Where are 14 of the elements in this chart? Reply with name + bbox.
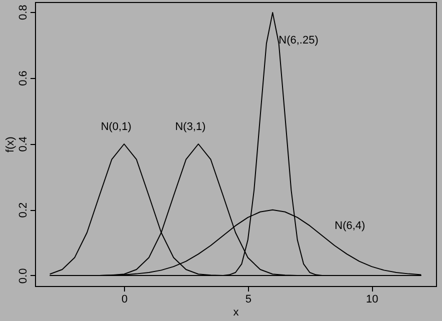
x-tick-label: 0: [122, 294, 128, 306]
y-tick-label: 0.6: [18, 70, 30, 86]
y-axis-title: f(x): [4, 136, 16, 152]
x-tick-label: 5: [245, 294, 252, 306]
x-tick-label: 10: [366, 294, 378, 306]
y-tick-label: 0.0: [18, 268, 30, 284]
x-axis-title: x: [233, 306, 240, 318]
y-tick-label: 0.8: [18, 4, 30, 20]
series-label: N(6,4): [334, 220, 366, 232]
series-label: N(3,1): [175, 121, 206, 133]
y-tick-label: 0.4: [18, 136, 30, 152]
series-label: N(0,1): [100, 121, 132, 133]
y-tick-label: 0.2: [18, 202, 30, 218]
series-label: N(6,.25): [278, 34, 318, 47]
